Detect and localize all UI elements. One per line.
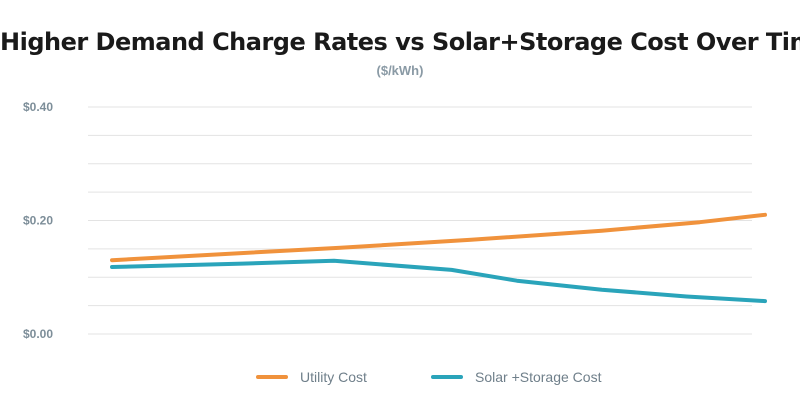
y-tick-label: $0.00 [23,327,53,341]
legend-label: Utility Cost [300,369,367,385]
chart-title: Higher Demand Charge Rates vs Solar+Stor… [0,28,800,56]
chart-subtitle: ($/kWh) [376,63,424,78]
gridlines [88,106,752,335]
series-line-1 [110,258,767,304]
legend: Utility Cost Solar +Storage Cost [256,369,602,385]
y-tick-label: $0.40 [23,100,53,114]
legend-label: Solar +Storage Cost [475,369,602,385]
y-tick-label: $0.20 [23,214,53,228]
y-axis-ticks: $0.00 $0.20 $0.40 [23,100,53,341]
series-line-0 [110,212,767,263]
series-lines [110,212,767,304]
